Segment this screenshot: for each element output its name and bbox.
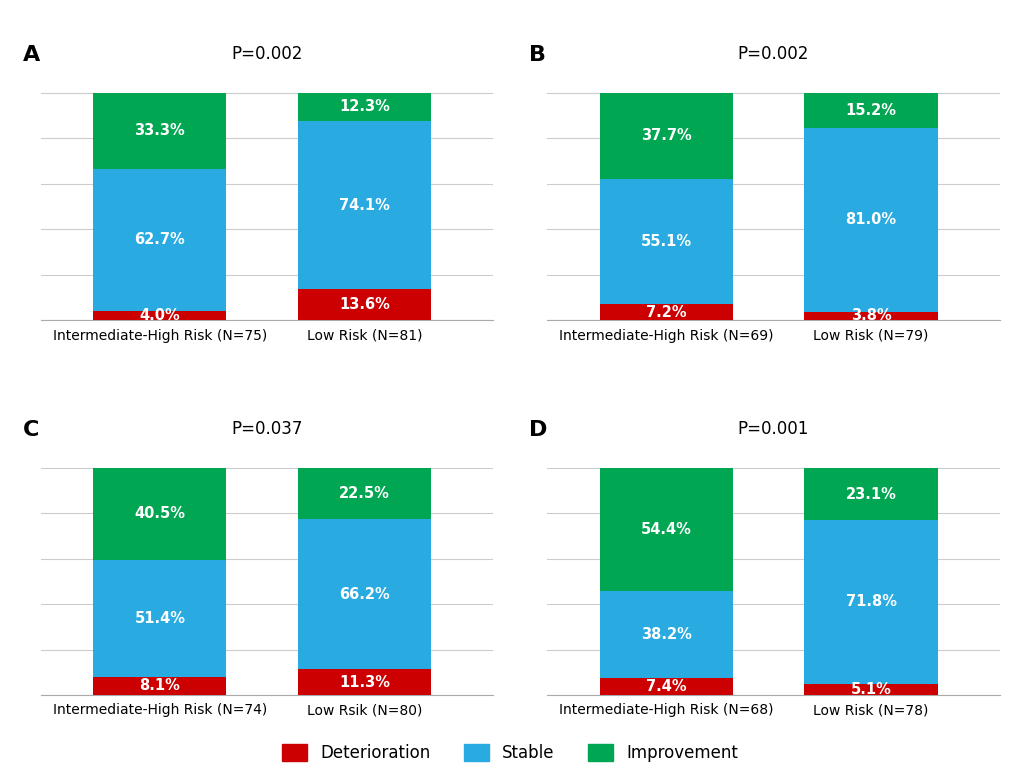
Bar [298,669,431,695]
Text: 55.1%: 55.1% [640,234,691,249]
Bar [93,169,226,311]
Text: C: C [22,420,39,440]
Bar [804,683,936,695]
Text: 33.3%: 33.3% [135,123,185,138]
Bar [804,127,936,312]
Bar [93,560,226,676]
Text: 37.7%: 37.7% [640,128,691,144]
Text: 74.1%: 74.1% [338,198,389,212]
Text: P=0.002: P=0.002 [737,45,808,63]
Bar [599,93,733,179]
Bar [804,468,936,520]
Bar [599,468,733,591]
Bar [93,311,226,320]
Text: 23.1%: 23.1% [845,487,896,501]
Bar [298,121,431,289]
Text: 13.6%: 13.6% [338,298,389,312]
Text: 40.5%: 40.5% [135,506,185,522]
Text: 54.4%: 54.4% [640,522,691,537]
Bar [599,304,733,320]
Text: 38.2%: 38.2% [640,627,691,643]
Text: 5.1%: 5.1% [850,682,891,697]
Bar [804,312,936,320]
Bar [298,289,431,320]
Bar [298,93,431,121]
Bar [93,93,226,169]
Text: 4.0%: 4.0% [140,308,180,323]
Text: 51.4%: 51.4% [135,611,185,626]
Text: 8.1%: 8.1% [140,679,180,694]
Text: 12.3%: 12.3% [338,99,389,115]
Bar [599,179,733,304]
Text: P=0.001: P=0.001 [737,420,808,438]
Legend: Deterioration, Stable, Improvement: Deterioration, Stable, Improvement [275,737,744,769]
Text: 22.5%: 22.5% [338,486,389,501]
Text: 81.0%: 81.0% [845,212,896,227]
Text: A: A [22,45,40,66]
Text: 3.8%: 3.8% [850,308,891,323]
Text: 71.8%: 71.8% [845,594,896,609]
Bar [93,676,226,695]
Text: 7.4%: 7.4% [645,679,686,694]
Bar [804,520,936,683]
Text: D: D [529,420,547,440]
Bar [599,678,733,695]
Text: P=0.002: P=0.002 [231,45,303,63]
Text: B: B [529,45,546,66]
Text: 62.7%: 62.7% [135,233,185,248]
Bar [298,519,431,669]
Text: P=0.037: P=0.037 [231,420,303,438]
Text: 66.2%: 66.2% [339,587,389,601]
Bar [93,468,226,560]
Bar [298,468,431,519]
Bar [599,591,733,678]
Text: 11.3%: 11.3% [338,675,389,690]
Text: 15.2%: 15.2% [845,103,896,118]
Bar [804,93,936,127]
Text: 7.2%: 7.2% [645,305,686,319]
